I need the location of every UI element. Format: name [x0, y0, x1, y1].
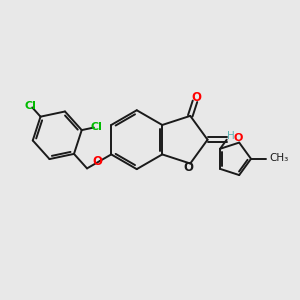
- Text: O: O: [92, 155, 102, 168]
- Text: Cl: Cl: [90, 122, 102, 132]
- Text: O: O: [184, 161, 194, 174]
- Text: O: O: [233, 134, 242, 143]
- Text: H: H: [227, 131, 235, 141]
- Text: Cl: Cl: [25, 101, 37, 111]
- Text: O: O: [191, 92, 201, 104]
- Text: CH₃: CH₃: [269, 153, 289, 163]
